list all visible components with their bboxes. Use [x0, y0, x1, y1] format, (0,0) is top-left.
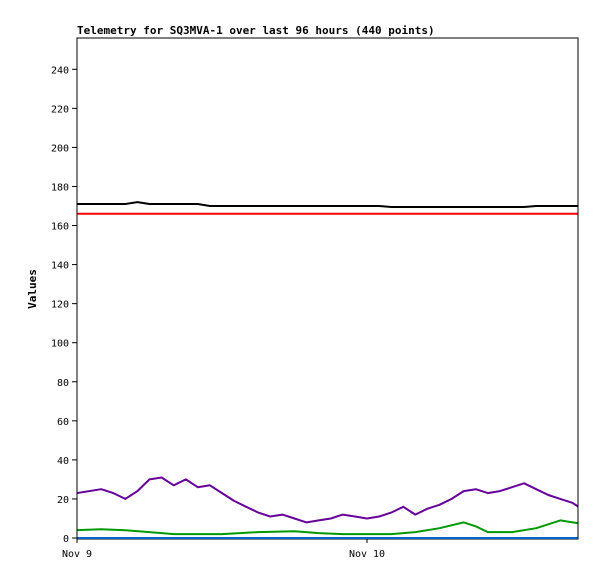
series-line-black — [77, 201, 578, 208]
y-tick-label: 140 — [51, 261, 69, 272]
plot-frame — [76, 37, 579, 540]
y-tick-label: 20 — [57, 495, 69, 506]
chart-title: Telemetry for SQ3MVA-1 over last 96 hour… — [77, 24, 435, 37]
y-tick-label: 100 — [51, 339, 69, 350]
y-axis-label: Values — [26, 269, 39, 309]
y-axis-ticks: 0 20 40 60 80 100 120 140 160 180 200 220 240 — [51, 65, 77, 545]
x-axis-ticks: Nov 9 Nov 10 — [62, 538, 385, 560]
y-tick-label: 240 — [51, 65, 69, 76]
x-tick-label: Nov 10 — [349, 549, 385, 560]
series-line-green — [77, 519, 578, 536]
y-tick-label: 80 — [57, 378, 69, 389]
x-tick-label: Nov 9 — [62, 549, 92, 560]
y-tick-label: 60 — [57, 417, 69, 428]
y-tick-label: 160 — [51, 222, 69, 233]
y-tick-label: 220 — [51, 104, 69, 115]
y-tick-label: 200 — [51, 143, 69, 154]
y-tick-label: 0 — [63, 534, 69, 545]
series-layer — [77, 201, 578, 539]
y-tick-label: 120 — [51, 300, 69, 311]
y-tick-label: 180 — [51, 182, 69, 193]
series-line-purple — [77, 476, 578, 524]
y-tick-label: 40 — [57, 456, 69, 467]
